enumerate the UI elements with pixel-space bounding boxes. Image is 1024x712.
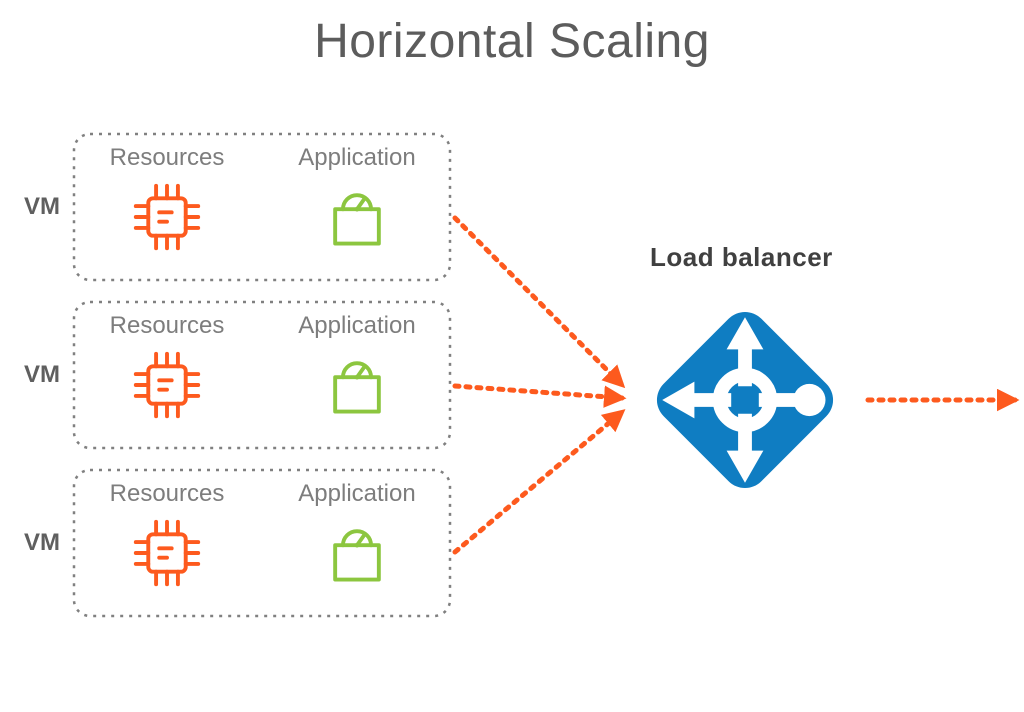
vm-col-application: Application bbox=[262, 480, 452, 597]
app-box-icon bbox=[318, 346, 396, 429]
cpu-chip-icon bbox=[128, 178, 206, 261]
column-header-resources: Resources bbox=[72, 480, 262, 508]
diagram-stage: Horizontal Scaling VM Resources bbox=[0, 0, 1024, 712]
column-header-application: Application bbox=[262, 480, 452, 508]
load-balancer-label: Load balancer bbox=[650, 242, 833, 273]
vm-box: Resources bbox=[72, 300, 452, 450]
vm-col-resources: Resources bbox=[72, 144, 262, 261]
vm-label: VM bbox=[12, 529, 72, 557]
vm-box: Resources bbox=[72, 132, 452, 282]
vm-row: VM Resources bbox=[12, 132, 452, 282]
column-header-application: Application bbox=[262, 144, 452, 172]
cpu-chip-icon bbox=[128, 514, 206, 597]
vm-col-resources: Resources bbox=[72, 480, 262, 597]
app-box-icon bbox=[318, 178, 396, 261]
diagram-title: Horizontal Scaling bbox=[0, 14, 1024, 69]
vm-label: VM bbox=[12, 361, 72, 389]
column-header-resources: Resources bbox=[72, 144, 262, 172]
vm-row: VM Resources bbox=[12, 300, 452, 450]
vm-box: Resources bbox=[72, 468, 452, 618]
vm-label: VM bbox=[12, 193, 72, 221]
app-box-icon bbox=[318, 514, 396, 597]
column-header-resources: Resources bbox=[72, 312, 262, 340]
vm-row: VM Resources bbox=[12, 468, 452, 618]
load-balancer-icon bbox=[630, 285, 860, 520]
vm-col-application: Application bbox=[262, 312, 452, 429]
column-header-application: Application bbox=[262, 312, 452, 340]
cpu-chip-icon bbox=[128, 346, 206, 429]
vm-column: VM Resources bbox=[12, 132, 452, 636]
vm-col-resources: Resources bbox=[72, 312, 262, 429]
vm-col-application: Application bbox=[262, 144, 452, 261]
